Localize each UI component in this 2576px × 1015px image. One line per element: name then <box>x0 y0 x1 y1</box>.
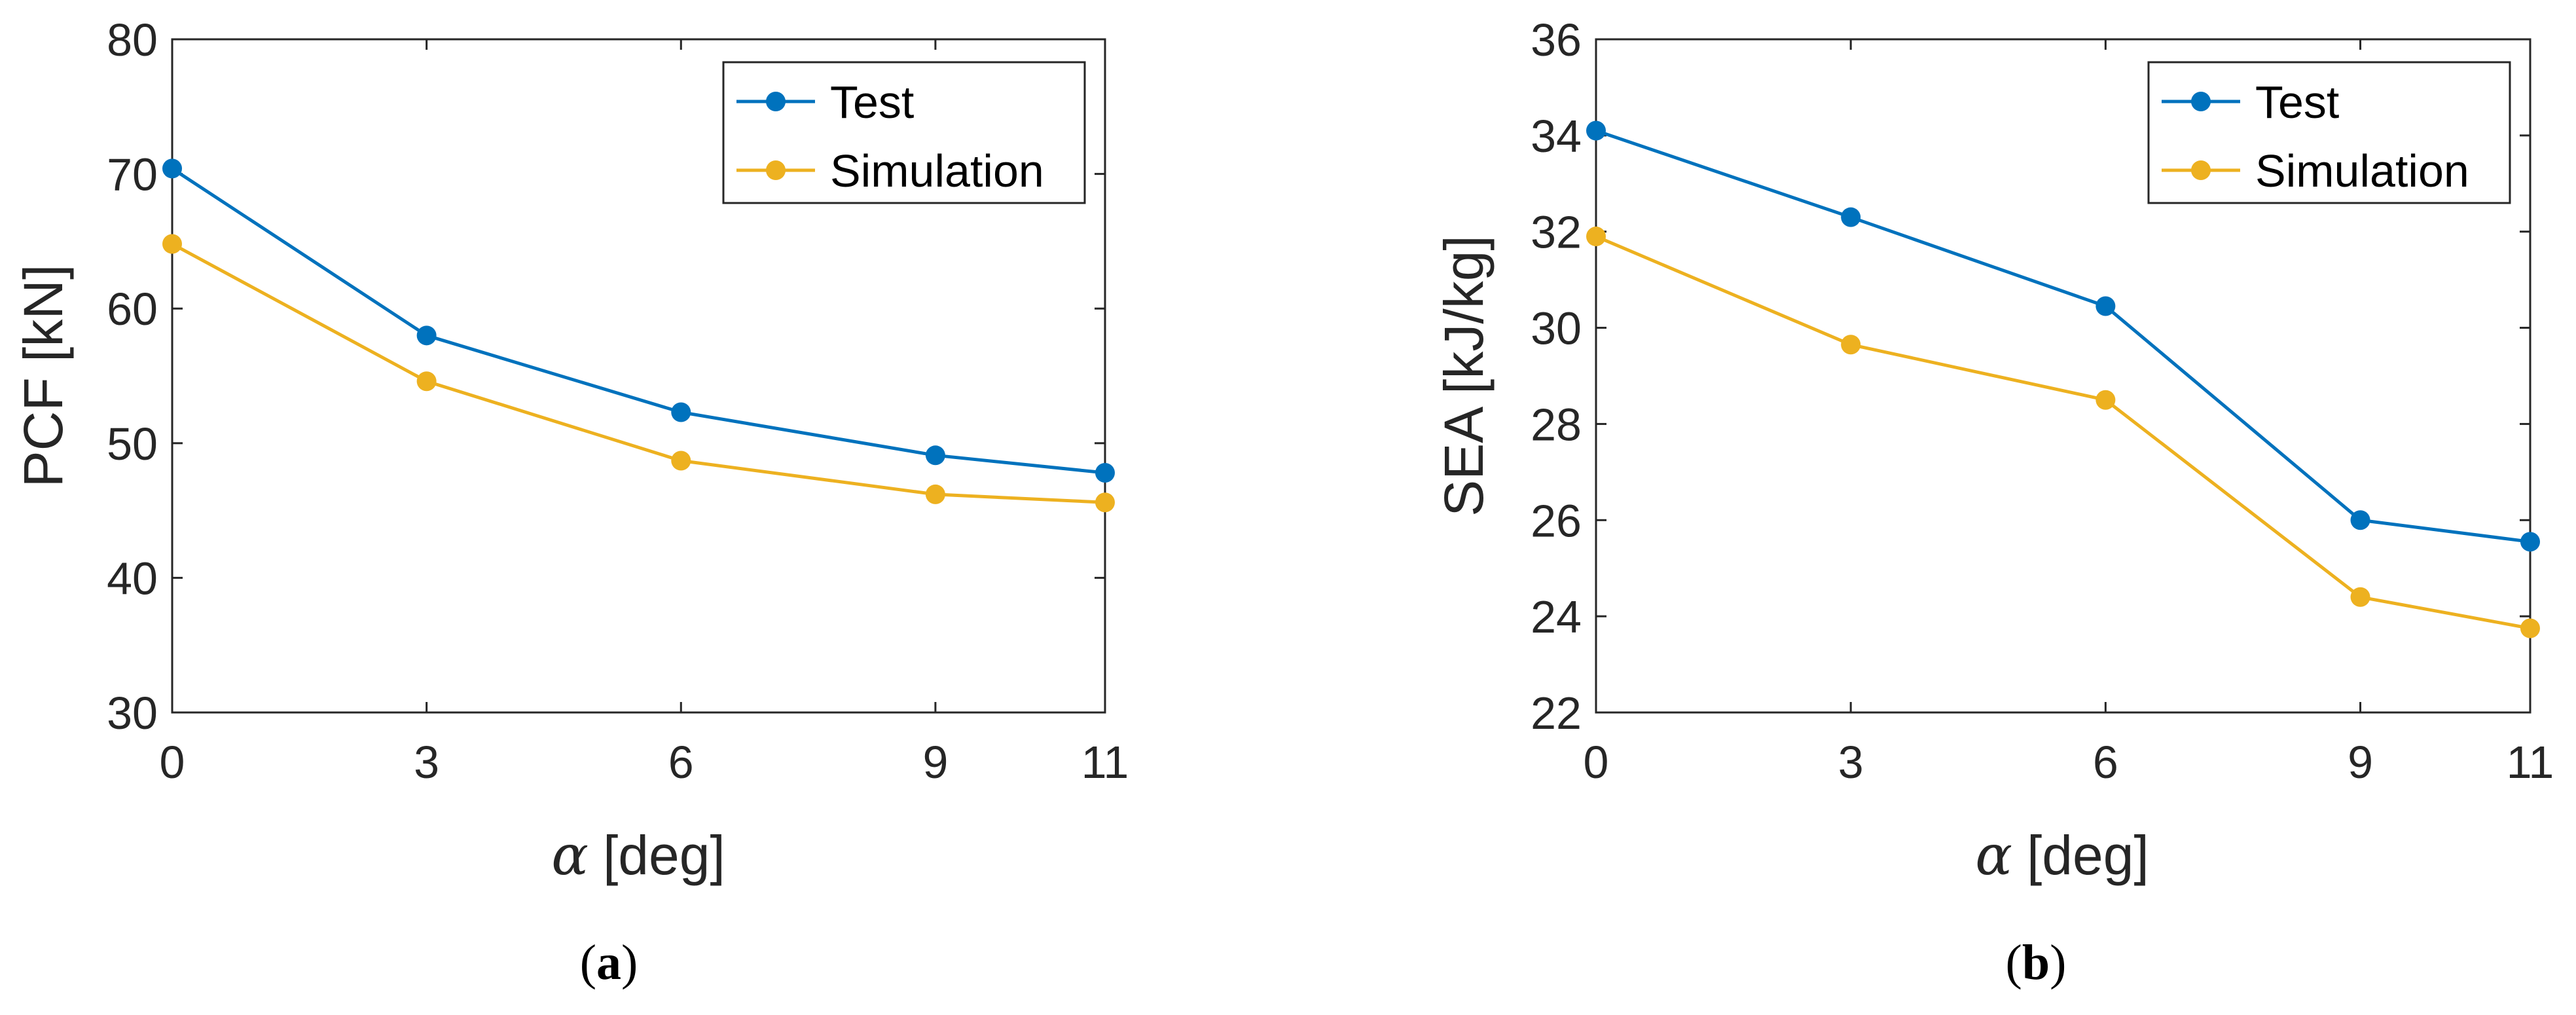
caption-open-b: ( <box>2006 935 2022 990</box>
y-tick-label: 30 <box>1531 303 1582 354</box>
data-point-simulation <box>1586 227 1606 247</box>
y-axis-label-b: SEA [kJ/kg] <box>1433 235 1495 517</box>
data-point-simulation <box>925 484 945 504</box>
legend-marker-simulation-b <box>2191 160 2211 180</box>
y-tick-label: 70 <box>107 149 158 200</box>
legend-b: Test Simulation <box>2147 61 2511 204</box>
legend-box-b <box>2147 61 2511 204</box>
data-point-test <box>2520 532 2540 552</box>
x-tick-label: 6 <box>668 737 694 788</box>
legend-label-simulation-b: Simulation <box>2255 145 2469 196</box>
caption-close-a: ) <box>621 935 638 990</box>
y-tick-label: 40 <box>107 553 158 604</box>
data-point-simulation <box>2520 618 2540 638</box>
x-tick-label: 9 <box>922 737 948 788</box>
y-tick-label: 80 <box>107 14 158 65</box>
x-tick-label: 0 <box>160 737 185 788</box>
x-tick-label: 11 <box>1081 737 1129 788</box>
caption-close-b: ) <box>2050 935 2066 990</box>
legend-label-test-a: Test <box>830 77 914 128</box>
data-point-test <box>925 445 945 466</box>
caption-letter-a: a <box>596 935 621 990</box>
data-point-simulation <box>671 451 691 471</box>
data-point-simulation <box>1095 492 1115 513</box>
legend-marker-test-b <box>2191 92 2211 111</box>
x-axis-ticks-a: 0 3 6 9 11 <box>160 39 1129 788</box>
data-point-test <box>2350 510 2370 530</box>
x-tick-label: 3 <box>414 737 439 788</box>
x-axis-symbol-b: α <box>1975 823 2012 887</box>
legend-box-a <box>722 61 1086 204</box>
series-group-a <box>162 158 1115 513</box>
caption-open-a: ( <box>580 935 596 990</box>
y-tick-label: 30 <box>107 688 158 739</box>
x-tick-label: 3 <box>1838 737 1864 788</box>
legend-marker-simulation-a <box>766 160 786 180</box>
data-point-test <box>162 158 182 179</box>
data-point-test <box>416 325 437 346</box>
y-axis-label-a: PCF [kN] <box>12 265 74 488</box>
legend-a: Test Simulation <box>722 61 1086 204</box>
panel-caption-a: (a) <box>580 935 638 990</box>
caption-letter-b: b <box>2022 935 2050 990</box>
y-tick-label: 26 <box>1531 495 1582 546</box>
data-point-test <box>2095 296 2116 316</box>
x-tick-label: 9 <box>2348 737 2373 788</box>
data-point-test <box>1841 207 1861 227</box>
legend-marker-test-a <box>766 92 786 111</box>
x-tick-label: 6 <box>2093 737 2118 788</box>
data-point-simulation <box>2350 587 2370 607</box>
chart-panel-a: 30 40 50 60 70 80 0 3 6 9 11 PCF [kN] α [deg] Test… <box>12 14 1129 990</box>
y-tick-label: 32 <box>1531 207 1582 258</box>
y-tick-label: 34 <box>1531 111 1582 162</box>
data-point-simulation <box>162 234 182 254</box>
y-axis-ticks-a: 30 40 50 60 70 80 <box>107 14 1105 739</box>
data-point-simulation <box>2095 390 2116 410</box>
x-axis-label-a: α [deg] <box>551 823 725 887</box>
y-tick-label: 24 <box>1531 591 1582 642</box>
legend-label-test-b: Test <box>2255 77 2339 128</box>
x-tick-label: 11 <box>2507 737 2554 788</box>
x-axis-ticks-b: 0 3 6 9 11 <box>1584 39 2554 788</box>
x-axis-symbol-a: α <box>551 823 589 887</box>
x-tick-label: 0 <box>1584 737 1609 788</box>
x-axis-label-b: α [deg] <box>1975 823 2149 887</box>
data-point-test <box>671 402 691 422</box>
data-point-simulation <box>1841 335 1861 355</box>
data-point-simulation <box>416 371 437 392</box>
data-point-test <box>1586 120 1606 141</box>
y-tick-label: 36 <box>1531 14 1582 65</box>
legend-label-simulation-a: Simulation <box>830 145 1044 196</box>
x-axis-unit-b: [deg] <box>2027 824 2149 886</box>
y-tick-label: 60 <box>107 284 158 335</box>
y-tick-label: 28 <box>1531 399 1582 450</box>
data-point-test <box>1095 463 1115 483</box>
series-group-b <box>1586 120 2540 638</box>
panel-caption-b: (b) <box>2006 935 2067 990</box>
y-tick-label: 50 <box>107 418 158 470</box>
x-axis-unit-a: [deg] <box>603 824 725 886</box>
y-tick-label: 22 <box>1531 688 1582 739</box>
